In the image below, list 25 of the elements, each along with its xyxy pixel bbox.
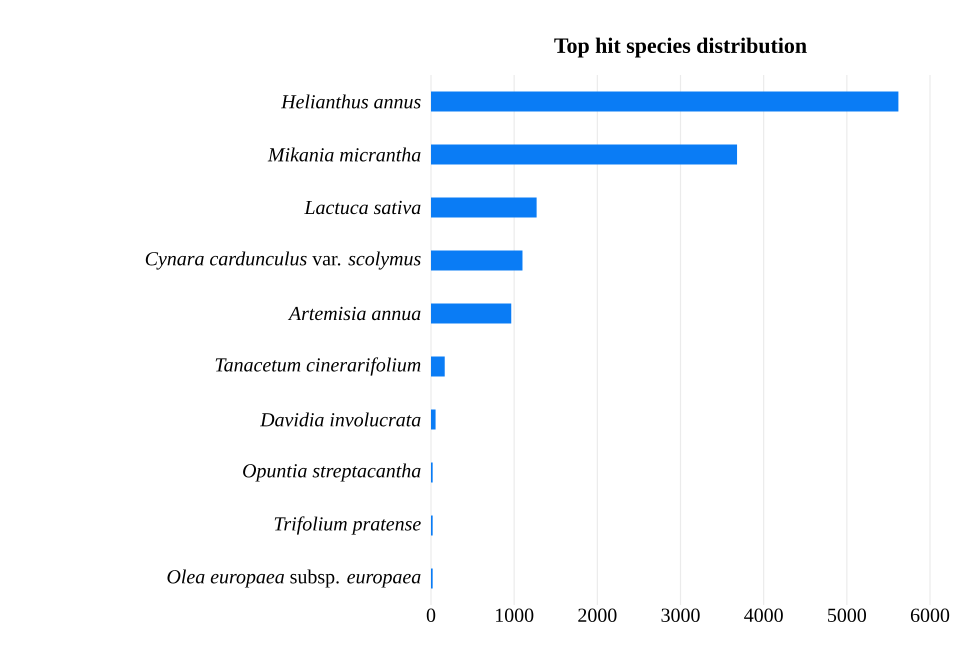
y-tick-label: Mikania micrantha	[268, 147, 420, 162]
x-tick-label: 4000	[744, 608, 783, 622]
y-tick-label: Opuntia streptacantha	[243, 463, 420, 482]
y-tick-label: Trifolium pratense	[274, 516, 421, 535]
bar	[431, 356, 445, 377]
bar	[431, 410, 436, 430]
bar	[431, 304, 512, 324]
bar	[431, 198, 537, 218]
x-tick-label: 1000	[496, 608, 534, 622]
y-tick-label: Helianthus annus	[280, 94, 421, 109]
chart-title: Top hit species distribution	[554, 38, 807, 58]
x-tick-label: 3000	[662, 608, 700, 622]
x-tick-label: 6000	[910, 608, 950, 622]
x-tick-label: 5000	[828, 608, 866, 622]
y-tick-label: Lactuca sativa	[304, 200, 420, 214]
bar	[431, 250, 522, 271]
y-tick-label: Cynara cardunculus var. scolymus	[146, 251, 421, 270]
bar	[431, 92, 898, 112]
x-tick-label: 0	[426, 608, 436, 622]
bar	[431, 144, 738, 165]
y-tick-label: Tanacetum cinerarifolium	[216, 357, 420, 376]
x-tick-label: 2000	[578, 608, 616, 622]
y-tick-label: Davidia involucrata	[260, 412, 420, 427]
y-tick-label: Artemisia annua	[288, 306, 420, 320]
y-tick-label: Olea europaea subsp. europaea	[167, 569, 420, 588]
